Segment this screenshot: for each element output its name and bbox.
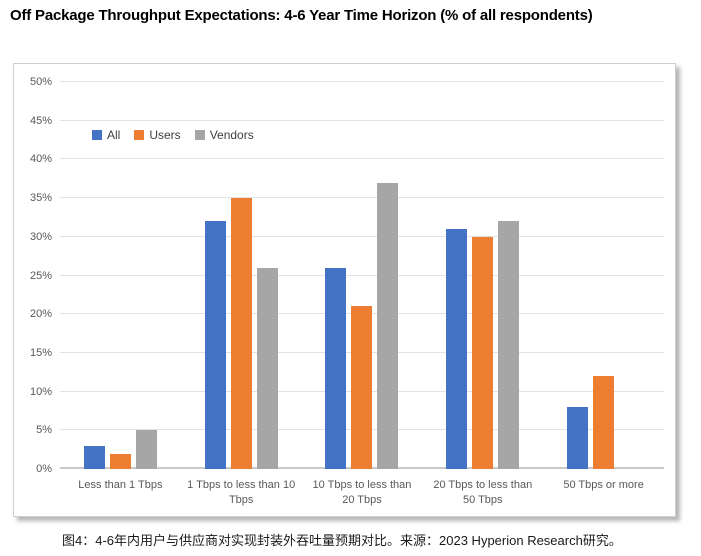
legend-label-all: All [107,128,121,142]
bar-group-1 [60,82,181,469]
bar-group-5 [543,82,664,469]
x-axis: Less than 1 Tbps 1 Tbps to less than 10 T… [60,478,664,509]
figure-title: Off Package Throughput Expectations: 4-6… [10,7,593,24]
bar-group-3 [302,82,423,469]
y-axis-label-5%: 5% [36,424,52,437]
legend-swatch-vendors [194,130,205,140]
bar-vendors-3 [377,182,399,469]
x-axis-label-5: 50 Tbps or more [563,479,644,491]
bar-all-4 [446,229,468,469]
x-axis-label-4: 20 Tbps to less than 50 Tbps [433,479,533,507]
y-axis-label-15%: 15% [29,346,52,359]
bar-all-1 [83,445,105,469]
gridline-30% [60,235,664,237]
x-axis-label-2: 1 Tbps to less than 10 Tbps [187,479,296,507]
bar-users-3 [351,306,373,469]
plot-area [60,81,664,469]
y-axis-label-30%: 30% [29,230,52,243]
y-axis-label-10%: 10% [29,385,52,398]
gridline-40% [60,158,664,160]
gridline-50% [60,81,664,82]
chart-frame: 0% 5% 10% 15% 20% 25% 30% 35% 40% 45% 50% Less tha… [13,63,676,517]
y-axis-label-50%: 50% [29,76,52,88]
bar-vendors-2 [256,267,278,469]
x-axis-label-3: 10 Tbps to less than 20 Tbps [312,479,412,507]
bar-all-5 [567,407,589,469]
legend-swatch-all [92,130,102,140]
legend-item-users: Users [134,128,181,142]
gridline-45% [60,119,664,121]
gridline-35% [60,197,664,199]
bar-vendors-4 [498,221,520,469]
bar-all-2 [204,221,226,469]
bar-users-2 [230,198,252,469]
x-axis-label-1: Less than 1 Tbps [78,479,163,491]
legend-item-all: All [92,128,120,142]
bar-layer [60,82,664,469]
gridline-25% [60,274,664,276]
y-axis-label-45%: 45% [29,114,52,127]
y-axis-label-40%: 40% [29,153,52,166]
y-axis-label-35%: 35% [29,192,52,205]
bar-users-4 [472,236,494,469]
bar-users-1 [109,453,131,469]
chart-legend: All Users Vendors [92,128,254,142]
bar-group-2 [181,82,302,469]
bar-all-3 [325,267,347,469]
figure-caption: 图4：4-6年内用户与供应商对实现封装外吞吐量预期对比。来源：2023 Hype… [62,533,622,548]
legend-swatch-users [134,130,145,140]
y-axis-label-0%: 0% [36,463,52,475]
legend-label-vendors: Vendors [209,128,254,142]
bar-vendors-1 [135,430,157,469]
legend-item-vendors: Vendors [194,128,254,142]
y-axis-label-20%: 20% [29,308,52,321]
y-axis-label-25%: 25% [29,269,52,282]
legend-label-users: Users [149,128,181,142]
bar-group-4 [422,82,543,469]
y-axis: 0% 5% 10% 15% 20% 25% 30% 35% 40% 45% 50% [14,76,52,475]
bar-users-5 [593,376,615,469]
